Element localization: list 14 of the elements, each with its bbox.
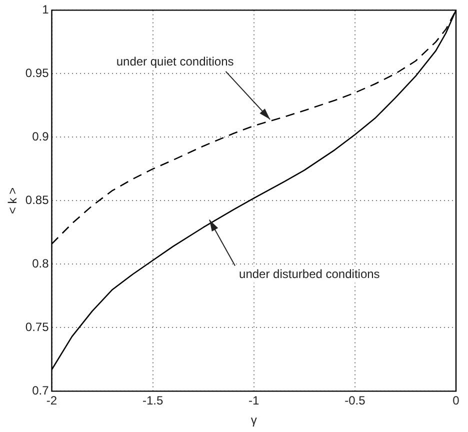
annotation: under quiet conditions bbox=[116, 54, 234, 69]
x-tick-label: 0 bbox=[452, 394, 460, 408]
y-tick-label: 0.85 bbox=[25, 193, 50, 208]
y-tick-label: 0.9 bbox=[32, 130, 50, 144]
y-tick-label: 0.8 bbox=[32, 256, 50, 271]
x-tick-label: -1 bbox=[248, 394, 260, 408]
y-tick-label: 0.75 bbox=[25, 320, 50, 334]
annotation: under disturbed conditions bbox=[239, 267, 380, 282]
y-tick-label: 0.95 bbox=[25, 66, 50, 80]
y-tick-label: 1 bbox=[42, 2, 50, 17]
x-axis-title: γ bbox=[250, 413, 257, 428]
x-tick-label: -1.5 bbox=[142, 394, 164, 408]
y-axis-title: < k > bbox=[6, 187, 20, 214]
x-tick-label: -0.5 bbox=[344, 394, 366, 408]
